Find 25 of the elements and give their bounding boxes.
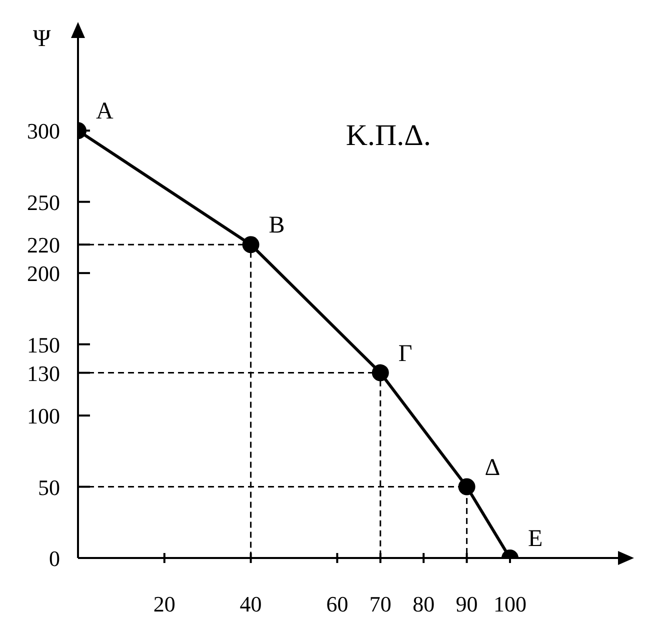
x-tick-label: 100: [494, 592, 526, 617]
x-tick-label: 70: [369, 592, 392, 617]
data-label: Γ: [398, 340, 412, 367]
y-axis-title: Ψ: [33, 26, 51, 52]
point: [372, 364, 389, 382]
x-tick-label: 80: [412, 592, 435, 617]
x-tick-label: 90: [456, 592, 478, 617]
y-tick-label: 100: [27, 404, 60, 429]
y-tick-label: 150: [27, 332, 60, 358]
data-label: E: [528, 526, 543, 552]
y-tick-label: 130: [27, 360, 60, 386]
data-label: B: [268, 212, 285, 239]
y-tick-label: 300: [27, 118, 60, 144]
y-tick-label: 0: [49, 546, 60, 571]
text: Κ.Π.Δ.: [346, 118, 431, 152]
x-tick-label: 20: [153, 592, 176, 617]
y-tick-label: 50: [38, 474, 60, 500]
x-tick-label: 40: [240, 592, 262, 617]
y-tick-label: 200: [27, 261, 60, 286]
data-label: Δ: [484, 454, 500, 481]
point: [458, 478, 476, 496]
y-tick-label: 250: [27, 190, 60, 215]
y-tick-label: 220: [27, 232, 60, 258]
x-tick-label: 60: [326, 592, 348, 617]
data-label: A: [96, 98, 114, 125]
